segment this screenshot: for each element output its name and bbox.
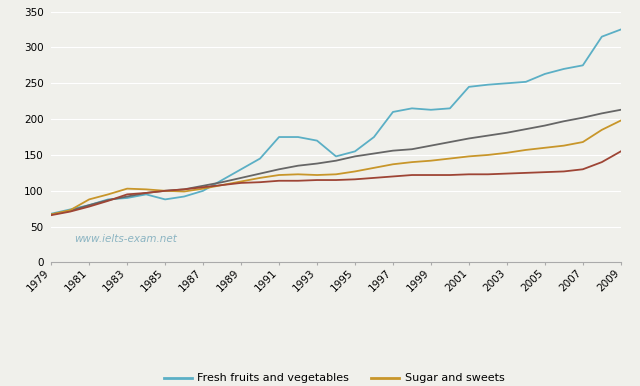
Legend: Fresh fruits and vegetables, Consumer-price index, Sugar and sweets, Carbonated : Fresh fruits and vegetables, Consumer-pr… — [164, 373, 508, 386]
Text: www.ielts-exam.net: www.ielts-exam.net — [74, 234, 177, 244]
